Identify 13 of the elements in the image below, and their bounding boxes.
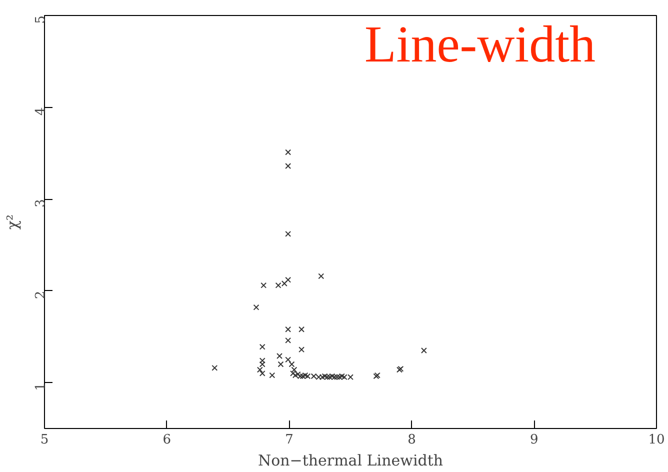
annotation: Line-width (364, 16, 596, 74)
x-tick-label: 8 (408, 432, 416, 448)
y-tick-label: 1 (34, 382, 48, 391)
y-axis-title: χ² (4, 214, 22, 230)
x-tick-label: 9 (530, 432, 538, 448)
y-tick-label: 4 (34, 107, 48, 116)
x-tick-label: 7 (285, 432, 294, 448)
y-tick-label: 3 (34, 199, 48, 208)
y-tick-label: 2 (34, 290, 48, 300)
x-tick-label: 10 (648, 432, 665, 448)
y-tick-label: 5 (34, 15, 48, 24)
x-tick-label: 6 (162, 432, 172, 448)
x-axis-title: Non−thermal Linewidth (258, 452, 444, 470)
